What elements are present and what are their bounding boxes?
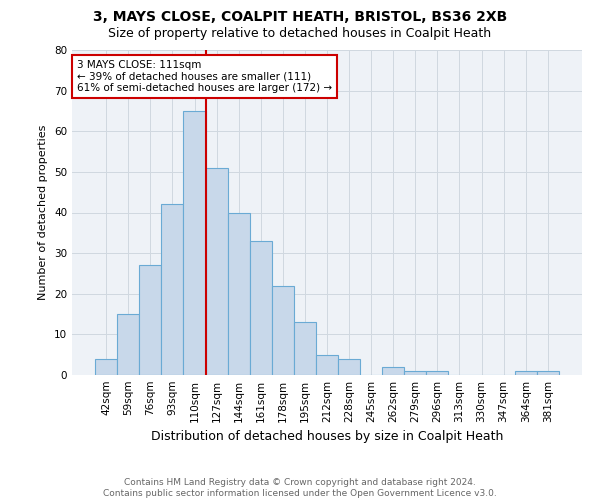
Bar [206,168,227,375]
Text: 3 MAYS CLOSE: 111sqm
← 39% of detached houses are smaller (111)
61% of semi-deta: 3 MAYS CLOSE: 111sqm ← 39% of detached h… [77,60,332,93]
Y-axis label: Number of detached properties: Number of detached properties [38,125,49,300]
X-axis label: Distribution of detached houses by size in Coalpit Heath: Distribution of detached houses by size … [151,430,503,444]
Bar [316,354,338,375]
Bar [250,241,272,375]
Bar [139,266,161,375]
Text: Size of property relative to detached houses in Coalpit Heath: Size of property relative to detached ho… [109,28,491,40]
Bar [537,371,559,375]
Bar [272,286,294,375]
Bar [184,111,206,375]
Bar [404,371,427,375]
Bar [294,322,316,375]
Bar [427,371,448,375]
Text: Contains HM Land Registry data © Crown copyright and database right 2024.
Contai: Contains HM Land Registry data © Crown c… [103,478,497,498]
Bar [338,359,360,375]
Bar [161,204,184,375]
Bar [95,359,117,375]
Bar [117,314,139,375]
Bar [382,367,404,375]
Text: 3, MAYS CLOSE, COALPIT HEATH, BRISTOL, BS36 2XB: 3, MAYS CLOSE, COALPIT HEATH, BRISTOL, B… [93,10,507,24]
Bar [227,212,250,375]
Bar [515,371,537,375]
